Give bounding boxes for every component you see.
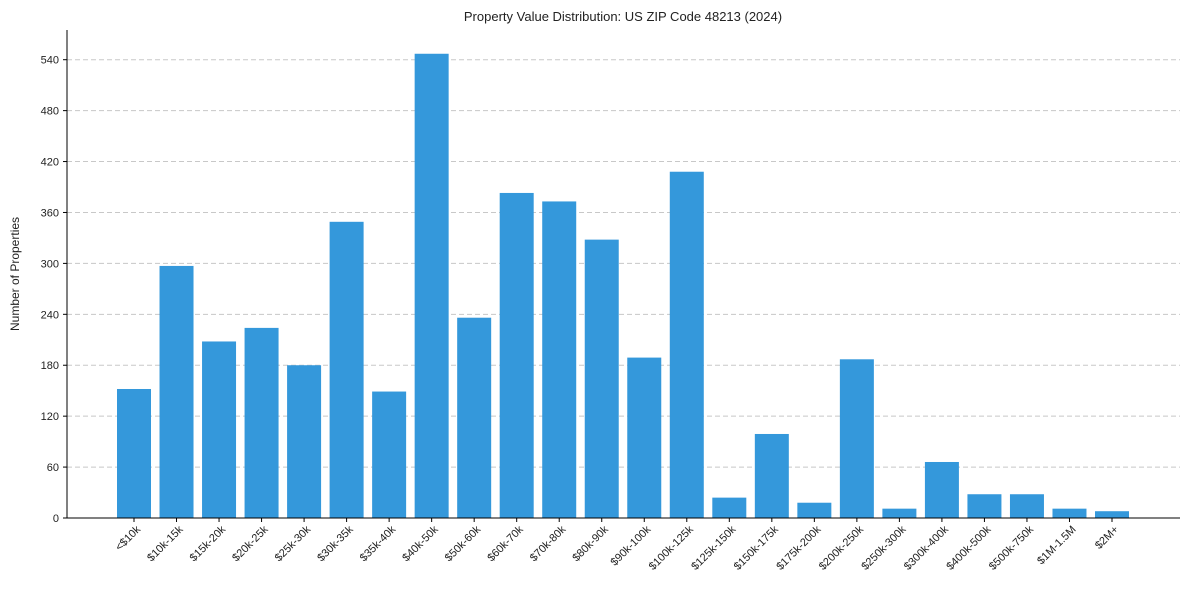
x-tick-label: $25k-30k [273,523,314,564]
bar [499,192,534,518]
bar [159,265,194,518]
x-tick-label: $40k-50k [400,523,441,564]
bar [882,508,917,518]
x-tick-label: $400k-500k [944,523,993,572]
x-tick-label: $200k-250k [817,523,866,572]
y-tick-label: 300 [41,258,59,270]
bar [924,461,959,518]
x-tick-label: $30k-35k [315,523,356,564]
y-tick-label: 360 [41,207,59,219]
bar [1009,494,1044,518]
bar [839,359,874,518]
x-tick-label: $20k-25k [230,523,271,564]
x-tick-label: $175k-200k [774,523,823,572]
chart-title: Property Value Distribution: US ZIP Code… [464,9,782,24]
x-tick-label: $500k-750k [987,523,1036,572]
x-tick-label: $35k-40k [358,523,399,564]
bar [1095,511,1129,518]
x-tick-label: $10k-15k [145,523,186,564]
y-tick-label: 180 [41,360,59,372]
x-tick-label: $60k-70k [485,523,526,564]
x-tick-label: $80k-90k [570,523,611,564]
bar [329,221,364,518]
bar [117,388,151,518]
bars [117,53,1129,519]
x-tick-label: $1M-1.5M [1035,524,1079,568]
x-tick-label: $125k-150k [689,523,738,572]
x-tick-label: <$10k [113,523,143,553]
bar [542,201,577,518]
bar [754,433,789,518]
x-tick-label: $150k-175k [732,523,781,572]
bar [244,327,279,518]
bar [457,317,492,518]
x-tick-label: $70k-80k [528,523,569,564]
x-tick-label: $250k-300k [859,523,908,572]
bar [287,365,322,518]
x-tick-label: $90k-100k [609,523,654,568]
bar [372,391,407,518]
x-axis: <$10k $10k-15k $15k-20k $20k-25k $25k-30k $30… [67,517,1180,573]
y-tick-label: 60 [47,462,59,474]
x-tick-label: $2M+ [1093,524,1121,552]
y-tick-label: 420 [41,157,59,169]
bar [627,357,662,518]
y-tick-label: 120 [41,411,59,423]
x-tick-label: $300k-400k [902,523,951,572]
x-tick-label: $100k-125k [647,523,696,572]
bar [712,497,747,518]
x-tick-label: $50k-60k [443,523,484,564]
y-axis: 0 60 120 180 240 300 360 420 480 540 [41,30,68,525]
bar [202,341,237,518]
bar [797,502,832,518]
bar [414,53,449,518]
bar [669,171,704,518]
y-axis-label: Number of Properties [8,217,22,331]
y-tick-label: 540 [41,55,59,67]
bar [967,494,1002,518]
y-tick-label: 240 [41,309,59,321]
y-tick-label: 480 [41,106,59,118]
bar [1052,508,1087,518]
x-tick-label: $15k-20k [188,523,229,564]
y-tick-label: 0 [53,513,59,525]
bar [584,239,619,519]
